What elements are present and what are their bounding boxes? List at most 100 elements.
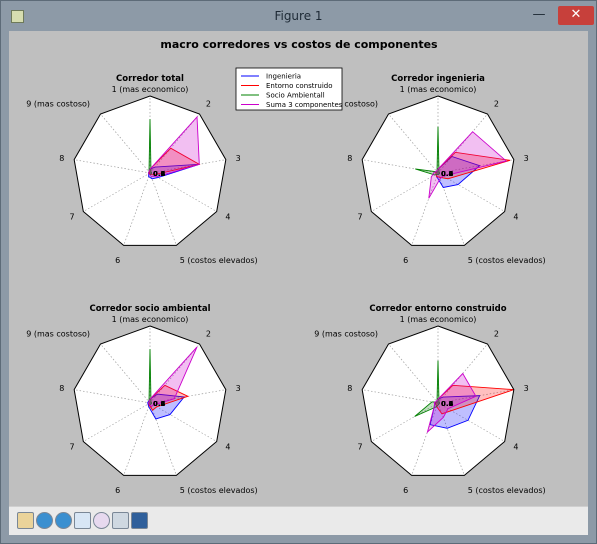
axis-label: 4 xyxy=(225,443,230,452)
axis-label: 3 xyxy=(236,384,241,393)
figure-suptitle: macro corredores vs costos de componente… xyxy=(160,38,438,51)
save-icon[interactable] xyxy=(131,512,148,529)
axis-label: 8 xyxy=(347,154,352,163)
radial-gridline xyxy=(362,159,439,174)
panel-title: Corredor socio ambiental xyxy=(89,304,210,314)
axis-label: 2 xyxy=(494,99,499,108)
radial-tick-label: 0.4 xyxy=(153,170,166,178)
axis-label: 6 xyxy=(403,256,408,265)
axis-label: 1 (mas economico) xyxy=(112,85,189,94)
axis-label: 6 xyxy=(115,256,120,265)
axis-label: 2 xyxy=(206,99,211,108)
radial-tick-label: 0.4 xyxy=(441,170,454,178)
radial-gridline xyxy=(411,172,439,246)
radial-gridline xyxy=(437,402,465,476)
series-polygon xyxy=(428,131,508,199)
zoom-icon[interactable] xyxy=(93,512,110,529)
radial-tick-label: 0.2 xyxy=(153,400,166,408)
forward-arrow-icon[interactable] xyxy=(55,512,72,529)
radial-gridline xyxy=(388,343,439,404)
radial-gridline xyxy=(123,172,151,246)
axis-label: 3 xyxy=(524,384,529,393)
radial-gridline xyxy=(371,402,439,442)
window-title: Figure 1 xyxy=(274,9,323,23)
radial-gridline xyxy=(83,172,151,212)
axis-label: 3 xyxy=(524,154,529,163)
title-bar[interactable]: Figure 1 — ☐ ✕ xyxy=(1,1,596,31)
radial-tick-label: 0.6 xyxy=(441,400,454,408)
configure-subplots-icon[interactable] xyxy=(112,512,129,529)
radial-gridline xyxy=(83,402,151,442)
legend-box xyxy=(235,67,343,111)
axis-label: 5 (costos elevados) xyxy=(180,486,258,495)
radial-tick-label: 0.6 xyxy=(153,170,166,178)
series-polygon xyxy=(426,372,477,434)
axis-label: 9 (mas costoso) xyxy=(314,99,378,108)
axis-label: 5 (costos elevados) xyxy=(180,256,258,265)
legend-entry: Ingenieria xyxy=(266,73,301,81)
axis-label: 7 xyxy=(70,443,75,452)
axis-label: 9 (mas costoso) xyxy=(314,329,378,338)
radial-gridline xyxy=(149,172,217,212)
radial-gridline xyxy=(149,402,177,476)
axis-label: 2 xyxy=(494,329,499,338)
minimize-button[interactable]: — xyxy=(532,7,546,22)
axis-label: 2 xyxy=(206,329,211,338)
radial-gridline xyxy=(362,389,439,404)
axis-label: 7 xyxy=(358,443,363,452)
radial-gridline xyxy=(437,172,465,246)
home-icon[interactable] xyxy=(17,512,34,529)
panel-title: Corredor ingenieria xyxy=(391,74,485,84)
pan-icon[interactable] xyxy=(74,512,91,529)
panel-title: Corredor entorno construido xyxy=(369,304,506,314)
radial-gridline xyxy=(388,113,439,174)
radial-tick-label: 0.8 xyxy=(441,400,454,408)
radial-tick-label: 0.8 xyxy=(153,400,166,408)
radial-gridline xyxy=(437,113,488,174)
navigation-toolbar xyxy=(9,506,588,535)
axis-label: 8 xyxy=(59,384,64,393)
radial-gridline xyxy=(74,389,151,404)
radial-tick-label: 0.8 xyxy=(441,170,454,178)
axis-label: 7 xyxy=(358,213,363,222)
radial-gridline xyxy=(100,113,151,174)
radial-tick-label: 0.2 xyxy=(153,170,166,178)
radial-gridline xyxy=(411,402,439,476)
axis-label: 9 (mas costoso) xyxy=(26,329,90,338)
axis-label: 6 xyxy=(403,486,408,495)
legend-entry: Suma 3 componentes xyxy=(266,101,343,109)
polar-background xyxy=(362,326,514,476)
axis-label: 1 (mas economico) xyxy=(400,315,477,324)
axis-label: 5 (costos elevados) xyxy=(468,256,546,265)
radial-gridline xyxy=(100,343,151,404)
legend-entry: Entorno construido xyxy=(266,82,333,90)
radial-tick-label: 0.6 xyxy=(441,170,454,178)
figure-canvas[interactable]: macro corredores vs costos de componente… xyxy=(9,31,588,506)
axis-label: 5 (costos elevados) xyxy=(468,486,546,495)
polar-background xyxy=(74,326,226,476)
radar-figure: macro corredores vs costos de componente… xyxy=(26,38,545,495)
radial-gridline xyxy=(149,159,226,174)
series-polygon xyxy=(148,115,200,178)
back-arrow-icon[interactable] xyxy=(36,512,53,529)
axis-label: 7 xyxy=(70,213,75,222)
polar-background xyxy=(362,96,514,246)
radial-gridline xyxy=(437,402,505,442)
radial-gridline xyxy=(74,159,151,174)
panel-title: Corredor total xyxy=(116,74,184,84)
radial-gridline xyxy=(371,172,439,212)
axis-label: 4 xyxy=(513,443,518,452)
close-button[interactable]: ✕ xyxy=(558,6,594,25)
legend-entry: Socio Ambientall xyxy=(266,92,325,100)
series-polygon xyxy=(148,346,198,408)
polar-frame xyxy=(361,95,515,246)
axis-label: 3 xyxy=(236,154,241,163)
app-icon xyxy=(11,10,24,23)
polar-frame xyxy=(361,325,515,476)
axis-label: 4 xyxy=(225,213,230,222)
radial-tick-label: 0.2 xyxy=(441,400,454,408)
